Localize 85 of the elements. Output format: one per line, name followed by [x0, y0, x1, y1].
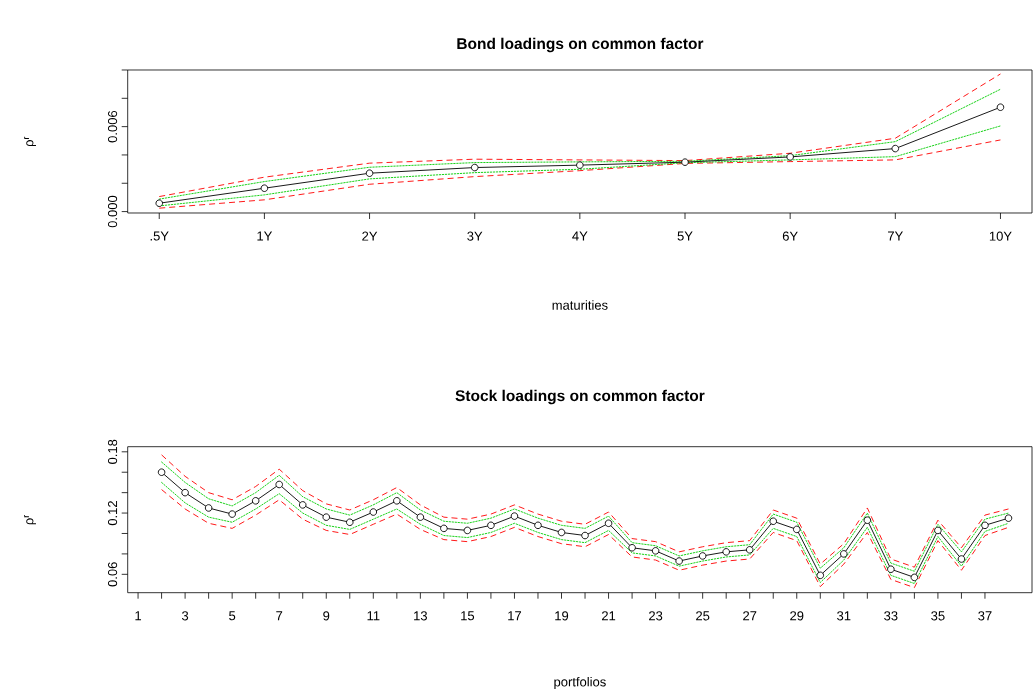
x-tick-label: 21 [601, 611, 616, 621]
point [157, 468, 166, 476]
point [840, 550, 848, 558]
x-tick-label: 13 [414, 611, 428, 621]
point [155, 199, 163, 207]
point [440, 524, 448, 533]
point [322, 513, 330, 521]
point [298, 501, 307, 509]
point [934, 526, 942, 535]
point [910, 573, 919, 582]
point [675, 557, 683, 565]
x-axis-title: maturities [552, 300, 608, 310]
x-tick-label: 37 [978, 611, 992, 621]
x-axis-title: portfolios [554, 676, 606, 690]
x-tick-label: 23 [649, 611, 663, 621]
chart-title: Bond loadings on common factor [457, 37, 704, 53]
x-tick-label: 17 [508, 611, 522, 621]
point [996, 103, 1005, 111]
point [581, 531, 589, 540]
point [534, 521, 542, 530]
x-tick-label: 29 [790, 611, 804, 621]
point [981, 521, 989, 530]
point [393, 497, 401, 505]
point [487, 521, 495, 530]
x-tick-label: 27 [743, 611, 757, 621]
point [681, 158, 689, 166]
point [891, 144, 900, 153]
point [745, 546, 754, 554]
point [463, 526, 472, 535]
point [204, 504, 213, 512]
x-tick-label: 11 [367, 611, 380, 621]
x-tick-label: 3Y [467, 231, 483, 241]
point [651, 547, 660, 555]
x-tick-label: 7 [276, 611, 283, 621]
x-tick-label: 7Y [888, 231, 903, 241]
point [365, 169, 374, 177]
y-tick-label: 0.12 [107, 501, 118, 526]
x-tick-label: 5Y [677, 231, 693, 241]
x-tick-label: 6Y [782, 231, 798, 241]
point [769, 517, 777, 525]
x-tick-label: 31 [837, 611, 851, 621]
x-tick-label: 5 [229, 611, 236, 621]
x-tick-label: 1 [135, 611, 142, 621]
point [786, 153, 794, 161]
point [793, 525, 801, 534]
point [1004, 514, 1013, 522]
point [557, 528, 566, 537]
point [510, 512, 519, 520]
point [346, 518, 354, 526]
point [275, 480, 283, 489]
point [628, 544, 636, 552]
x-tick-label: 1Y [257, 231, 273, 241]
point [722, 548, 730, 556]
point [416, 513, 425, 521]
y-tick-label: 0.006 [107, 110, 118, 143]
point [604, 519, 613, 528]
x-tick-label: 9 [323, 611, 330, 621]
x-tick-label: 10Y [989, 231, 1012, 241]
y-axis-title: ρ$^{r}$ [24, 514, 36, 525]
x-tick-label: 35 [931, 611, 945, 621]
point [957, 555, 966, 563]
point [698, 552, 707, 560]
y-tick-label: 0.000 [107, 195, 118, 228]
point [369, 508, 378, 516]
point [816, 571, 825, 580]
point [863, 516, 872, 524]
x-tick-label: 25 [696, 611, 710, 621]
point [887, 565, 895, 573]
x-tick-label: .5Y [150, 231, 169, 241]
x-tick-label: 33 [884, 611, 898, 621]
point [576, 161, 584, 169]
x-tick-label: 3 [181, 611, 189, 621]
chart-title: Stock loadings on common factor [455, 389, 705, 405]
x-tick-label: 19 [555, 611, 569, 621]
point [470, 163, 479, 172]
x-tick-label: 4Y [572, 231, 588, 241]
y-axis-title: ρ$^{r}$ [24, 136, 36, 147]
x-tick-label: 2Y [362, 231, 378, 241]
y-tick-label: 0.06 [107, 562, 118, 587]
point [228, 510, 236, 518]
point [260, 184, 269, 192]
point [251, 497, 260, 505]
x-tick-label: 15 [461, 611, 475, 621]
point [181, 488, 189, 497]
y-tick-label: 0.18 [107, 439, 118, 464]
